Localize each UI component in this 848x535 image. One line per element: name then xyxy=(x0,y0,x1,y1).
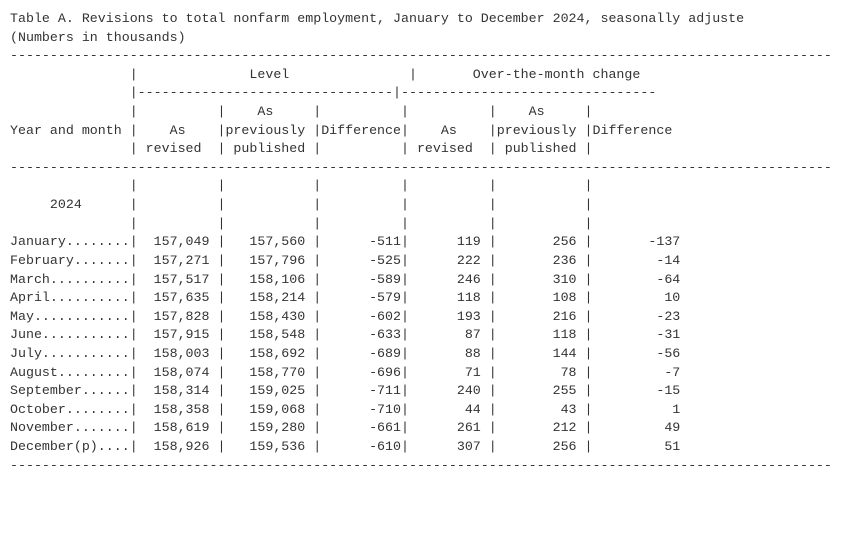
ascii-table: Table A. Revisions to total nonfarm empl… xyxy=(10,10,838,475)
